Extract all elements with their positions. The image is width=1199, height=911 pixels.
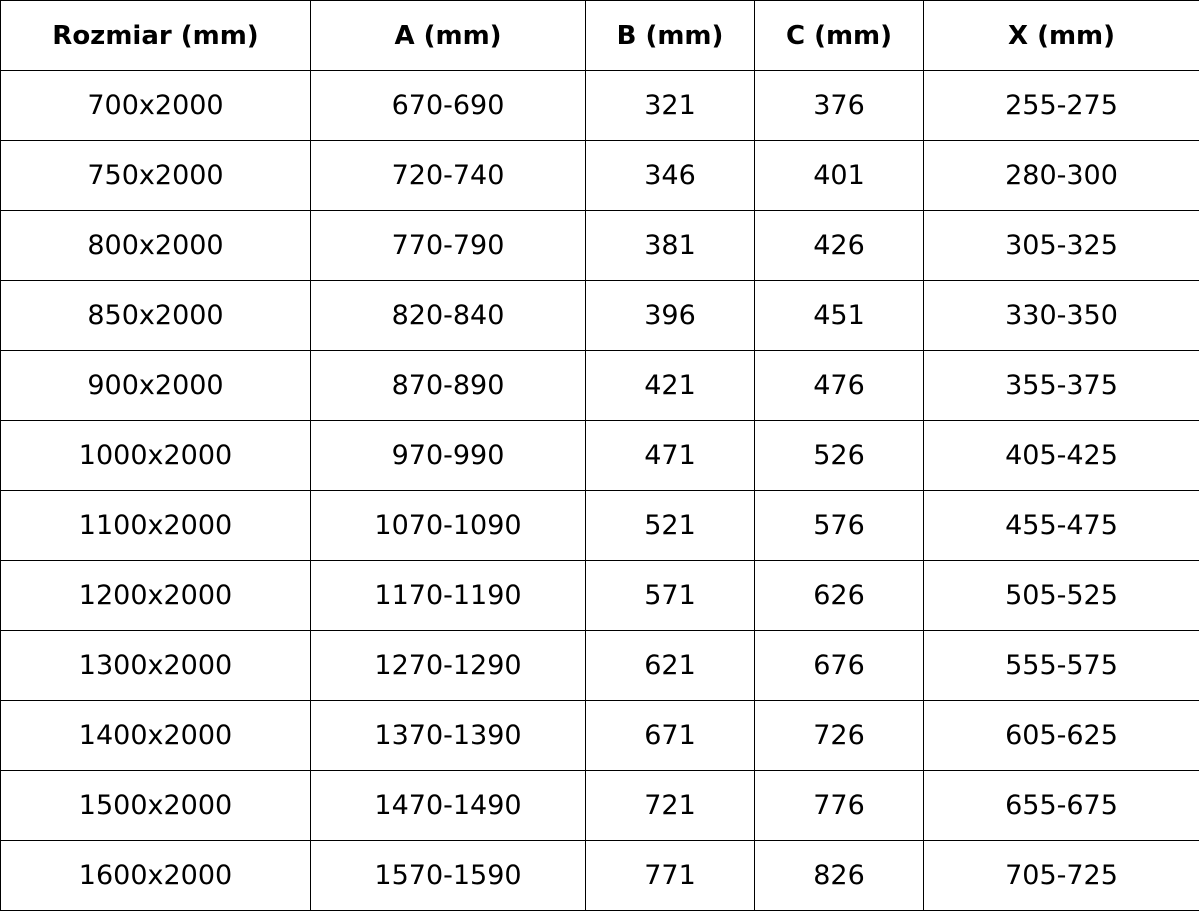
cell-b: 771 [585,840,755,911]
cell-b: 621 [585,630,755,701]
cell-b: 671 [585,700,755,771]
cell-b: 321 [585,70,755,141]
cell-c: 476 [754,350,924,421]
table-row: 1200x2000 1170-1190 571 626 505-525 [0,560,1199,631]
cell-c: 526 [754,420,924,491]
cell-x: 330-350 [923,280,1199,351]
cell-b: 346 [585,140,755,211]
cell-a: 770-790 [310,210,586,281]
cell-size: 750x2000 [0,140,311,211]
table-row: 1400x2000 1370-1390 671 726 605-625 [0,700,1199,771]
cell-c: 376 [754,70,924,141]
cell-x: 455-475 [923,490,1199,561]
cell-a: 820-840 [310,280,586,351]
cell-b: 421 [585,350,755,421]
cell-a: 1170-1190 [310,560,586,631]
cell-c: 726 [754,700,924,771]
table-row: 750x2000 720-740 346 401 280-300 [0,140,1199,211]
cell-b: 396 [585,280,755,351]
cell-a: 970-990 [310,420,586,491]
cell-a: 870-890 [310,350,586,421]
cell-size: 1500x2000 [0,770,311,841]
table-row: 900x2000 870-890 421 476 355-375 [0,350,1199,421]
cell-x: 305-325 [923,210,1199,281]
cell-size: 900x2000 [0,350,311,421]
cell-a: 1570-1590 [310,840,586,911]
cell-a: 1470-1490 [310,770,586,841]
column-header-x: X (mm) [923,0,1199,71]
cell-x: 405-425 [923,420,1199,491]
table-row: 1100x2000 1070-1090 521 576 455-475 [0,490,1199,561]
cell-x: 705-725 [923,840,1199,911]
cell-b: 521 [585,490,755,561]
table-row: 800x2000 770-790 381 426 305-325 [0,210,1199,281]
cell-b: 471 [585,420,755,491]
cell-size: 1200x2000 [0,560,311,631]
cell-c: 426 [754,210,924,281]
table-row: 1600x2000 1570-1590 771 826 705-725 [0,840,1199,911]
cell-size: 700x2000 [0,70,311,141]
cell-x: 355-375 [923,350,1199,421]
cell-c: 576 [754,490,924,561]
cell-c: 676 [754,630,924,701]
cell-a: 670-690 [310,70,586,141]
table-row: 1300x2000 1270-1290 621 676 555-575 [0,630,1199,701]
cell-x: 280-300 [923,140,1199,211]
cell-a: 720-740 [310,140,586,211]
cell-b: 571 [585,560,755,631]
table-row: 1500x2000 1470-1490 721 776 655-675 [0,770,1199,841]
cell-x: 605-625 [923,700,1199,771]
cell-size: 1000x2000 [0,420,311,491]
cell-x: 555-575 [923,630,1199,701]
cell-c: 401 [754,140,924,211]
cell-size: 1100x2000 [0,490,311,561]
column-header-a: A (mm) [310,0,586,71]
cell-size: 1300x2000 [0,630,311,701]
cell-a: 1070-1090 [310,490,586,561]
cell-c: 626 [754,560,924,631]
cell-x: 505-525 [923,560,1199,631]
table-row: 700x2000 670-690 321 376 255-275 [0,70,1199,141]
cell-size: 1400x2000 [0,700,311,771]
cell-size: 850x2000 [0,280,311,351]
column-header-b: B (mm) [585,0,755,71]
cell-size: 1600x2000 [0,840,311,911]
cell-a: 1270-1290 [310,630,586,701]
column-header-c: C (mm) [754,0,924,71]
column-header-size: Rozmiar (mm) [0,0,311,71]
cell-c: 451 [754,280,924,351]
cell-c: 776 [754,770,924,841]
header-row: Rozmiar (mm) A (mm) B (mm) C (mm) X (mm) [0,0,1199,71]
cell-size: 800x2000 [0,210,311,281]
cell-c: 826 [754,840,924,911]
cell-b: 721 [585,770,755,841]
cell-x: 655-675 [923,770,1199,841]
cell-x: 255-275 [923,70,1199,141]
cell-a: 1370-1390 [310,700,586,771]
table-row: 850x2000 820-840 396 451 330-350 [0,280,1199,351]
table-row: 1000x2000 970-990 471 526 405-425 [0,420,1199,491]
cell-b: 381 [585,210,755,281]
